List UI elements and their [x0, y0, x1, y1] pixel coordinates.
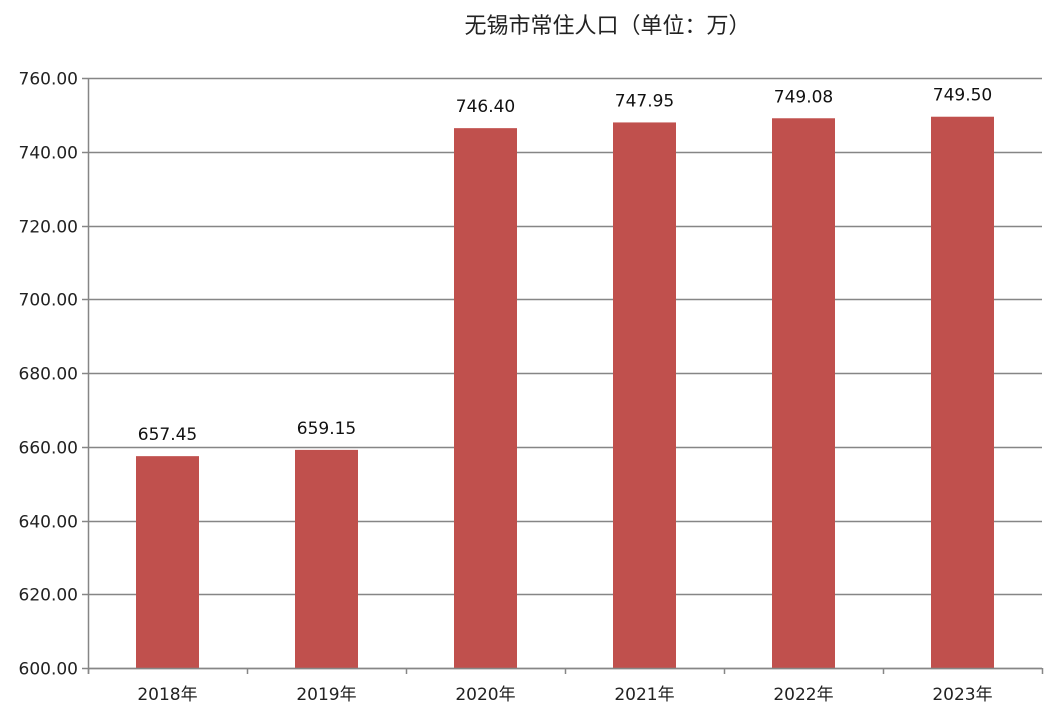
- y-tick-label: 600.00: [19, 660, 78, 680]
- bar-5: [772, 118, 835, 668]
- bar-1: [136, 456, 199, 668]
- data-label: 659.15: [297, 419, 356, 439]
- gridlines: [88, 77, 1042, 670]
- bar-6: [931, 116, 994, 668]
- bar-2: [295, 449, 358, 668]
- x-tick-label: 2021年: [614, 685, 674, 705]
- data-labels: 657.45 659.15 746.40 747.95 749.08 749.50: [138, 86, 992, 445]
- bars: [136, 116, 994, 668]
- y-tick-label: 720.00: [19, 218, 78, 238]
- x-tick-label: 2023年: [932, 685, 992, 705]
- data-label: 749.50: [933, 86, 992, 106]
- y-tick-label: 680.00: [19, 365, 78, 385]
- x-tick-label: 2022年: [773, 685, 833, 705]
- x-tick-label: 2018年: [137, 685, 197, 705]
- y-tick-label: 740.00: [19, 144, 78, 164]
- y-tick-label: 760.00: [19, 70, 78, 90]
- y-tick-label: 700.00: [19, 291, 78, 311]
- y-tick-label: 620.00: [19, 586, 78, 606]
- x-tick-label: 2020年: [455, 685, 515, 705]
- bar-4: [613, 122, 676, 668]
- axes: 600.00 620.00 640.00 660.00 680.00 700.00 720.…: [19, 70, 1044, 705]
- data-label: 746.40: [456, 97, 515, 117]
- y-tick-label: 640.00: [19, 513, 78, 533]
- y-tick-label: 660.00: [19, 439, 78, 459]
- chart-title: 无锡市常住人口（单位：万）: [464, 14, 751, 39]
- x-tick-label: 2019年: [296, 685, 356, 705]
- bar-3: [454, 128, 517, 668]
- data-label: 747.95: [615, 91, 674, 111]
- data-label: 657.45: [138, 425, 197, 445]
- data-label: 749.08: [774, 87, 833, 107]
